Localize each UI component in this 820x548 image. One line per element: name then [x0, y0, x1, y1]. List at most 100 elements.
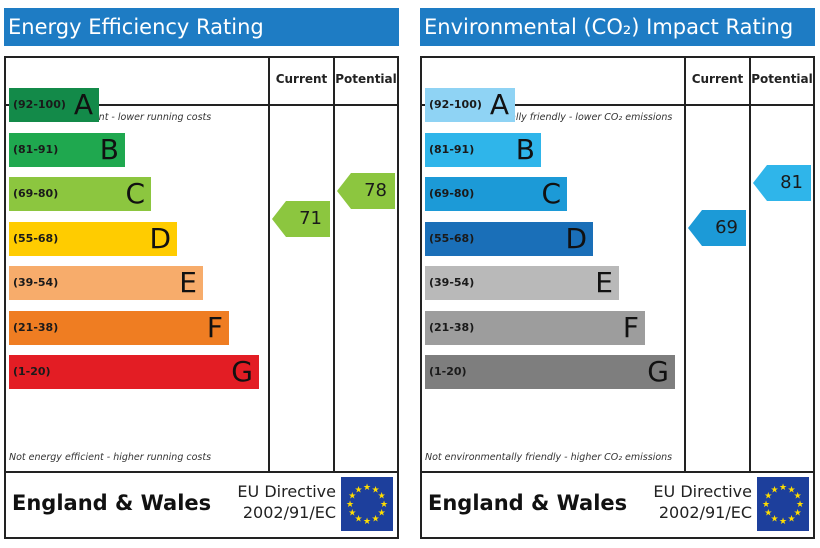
eu-star: ★ — [348, 509, 356, 519]
band-range: (69-80) — [429, 187, 475, 200]
band-c: (69-80) C — [9, 177, 151, 211]
footer-region: England & Wales — [12, 491, 212, 515]
band-range: (69-80) — [13, 187, 59, 200]
energy-title: Energy Efficiency Rating — [4, 8, 399, 46]
current-rating-value: 71 — [299, 208, 322, 230]
directive-line-2: 2002/91/EC — [658, 503, 752, 522]
band-range: (55-68) — [13, 231, 59, 245]
eu-star: ★ — [796, 500, 804, 510]
eu-star: ★ — [779, 517, 787, 527]
current-rating-arrow: 69 — [688, 209, 746, 246]
band-letter: G — [647, 355, 669, 388]
rating-arrow-shape — [688, 209, 746, 246]
band-range: (81-91) — [429, 142, 475, 156]
column-divider — [749, 58, 751, 471]
potential-rating-arrow: 81 — [753, 165, 811, 201]
band-g: (1-20) G — [425, 355, 675, 389]
eu-star: ★ — [346, 500, 354, 510]
potential-rating-value: 78 — [364, 180, 387, 202]
eu-star: ★ — [378, 492, 386, 502]
directive-line-1: EU Directive — [653, 482, 752, 501]
band-range: (1-20) — [429, 365, 467, 378]
band-d: (55-68) D — [425, 221, 593, 256]
column-divider — [333, 58, 335, 471]
column-divider — [268, 58, 270, 471]
band-d: (55-68) D — [9, 221, 177, 256]
column-header-potential: Potential — [335, 72, 397, 86]
footer-divider — [6, 471, 397, 473]
potential-rating-arrow: 78 — [337, 173, 395, 210]
band-a: (92-100) A — [425, 88, 515, 122]
eu-star: ★ — [363, 483, 371, 493]
band-letter: B — [515, 132, 535, 166]
band-range: (39-54) — [13, 276, 59, 289]
eu-star: ★ — [762, 500, 770, 510]
co2-chart-frame: Current Potential Very environmentally fri… — [420, 56, 815, 539]
band-letter: E — [179, 266, 197, 299]
potential-rating-value: 81 — [780, 172, 803, 193]
eu-star: ★ — [348, 492, 356, 502]
co2-rating-panel: Environmental (CO₂) Impact Rating Current… — [420, 8, 815, 548]
energy-chart-frame: Current Potential Very energy efficient - … — [4, 56, 399, 539]
column-header-potential: Potential — [751, 72, 813, 86]
eu-star: ★ — [764, 492, 772, 502]
band-range: (55-68) — [429, 231, 475, 245]
band-g: (1-20) G — [9, 355, 259, 389]
eu-star: ★ — [371, 515, 379, 525]
eu-star: ★ — [770, 485, 778, 495]
eu-star: ★ — [380, 500, 388, 510]
current-rating-arrow: 71 — [272, 201, 330, 238]
directive-line-2: 2002/91/EC — [242, 503, 336, 522]
band-c: (69-80) C — [425, 177, 567, 211]
eu-star: ★ — [764, 509, 772, 519]
band-letter: B — [99, 132, 119, 166]
column-divider — [684, 58, 686, 471]
rating-arrow-shape — [753, 165, 811, 201]
band-range: (92-100) — [13, 98, 66, 111]
eu-flag-icon: ★ ★ ★ ★ ★ ★ ★ ★ ★ ★ ★ ★ — [341, 477, 393, 531]
band-e: (39-54) E — [9, 266, 203, 300]
eu-star: ★ — [354, 515, 362, 525]
band-range: (21-38) — [13, 320, 59, 334]
band-f: (21-38) F — [9, 310, 229, 345]
header-divider — [6, 104, 397, 106]
top-note: Very energy efficient - lower running co… — [9, 112, 212, 123]
band-e: (39-54) E — [425, 266, 619, 300]
column-header-current: Current — [691, 72, 744, 86]
co2-title: Environmental (CO₂) Impact Rating — [420, 8, 815, 46]
eu-star: ★ — [371, 485, 379, 495]
directive-line-1: EU Directive — [237, 482, 336, 501]
footer-directive: EU Directive 2002/91/EC — [622, 481, 752, 523]
top-note: Very environmentally friendly - lower CO… — [425, 112, 673, 123]
footer-divider — [422, 471, 813, 473]
bottom-note: Not environmentally friendly - higher CO… — [425, 452, 673, 463]
column-header-current: Current — [275, 72, 328, 86]
band-letter: E — [595, 266, 613, 299]
bottom-note: Not energy efficient - higher running co… — [9, 452, 212, 463]
band-f: (21-38) F — [425, 310, 645, 345]
footer-region: England & Wales — [428, 491, 628, 515]
eu-star: ★ — [787, 515, 795, 525]
band-range: (21-38) — [429, 320, 475, 334]
band-letter: D — [149, 221, 171, 255]
eu-star: ★ — [770, 515, 778, 525]
eu-star: ★ — [378, 509, 386, 519]
band-range: (81-91) — [13, 142, 59, 156]
current-rating-value: 69 — [715, 216, 738, 238]
eu-star: ★ — [779, 483, 787, 493]
band-letter: A — [489, 88, 509, 121]
band-letter: G — [231, 355, 253, 388]
band-a: (92-100) A — [9, 88, 99, 122]
header-divider — [422, 104, 813, 106]
footer-directive: EU Directive 2002/91/EC — [206, 481, 336, 523]
band-letter: A — [73, 88, 93, 121]
band-letter: D — [565, 221, 587, 255]
eu-star: ★ — [787, 485, 795, 495]
band-letter: C — [125, 177, 145, 210]
eu-star: ★ — [794, 492, 802, 502]
eu-star: ★ — [794, 509, 802, 519]
energy-rating-panel: Energy Efficiency Rating Current Potential… — [4, 8, 399, 548]
band-letter: F — [622, 310, 639, 344]
eu-star: ★ — [354, 485, 362, 495]
eu-flag-icon: ★ ★ ★ ★ ★ ★ ★ ★ ★ ★ ★ ★ — [757, 477, 809, 531]
